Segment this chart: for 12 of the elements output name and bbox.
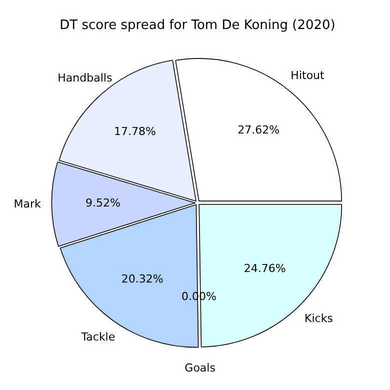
data-label: 27.62% xyxy=(238,124,280,137)
data-label: 9.52% xyxy=(85,196,120,210)
data-label: 17.78% xyxy=(114,124,156,138)
data-label: 20.32% xyxy=(121,272,164,286)
slice-label: Hitout xyxy=(290,69,326,82)
slice-label: Handballs xyxy=(58,71,112,84)
slice-label: Tackle xyxy=(80,330,116,344)
slice-label: Kicks xyxy=(304,312,334,326)
chart-title: DT score spread for Tom De Koning (2020) xyxy=(60,18,336,34)
slice-label: Mark xyxy=(14,197,42,210)
data-label: 24.76% xyxy=(244,262,286,276)
category-label: Goals xyxy=(184,362,216,374)
